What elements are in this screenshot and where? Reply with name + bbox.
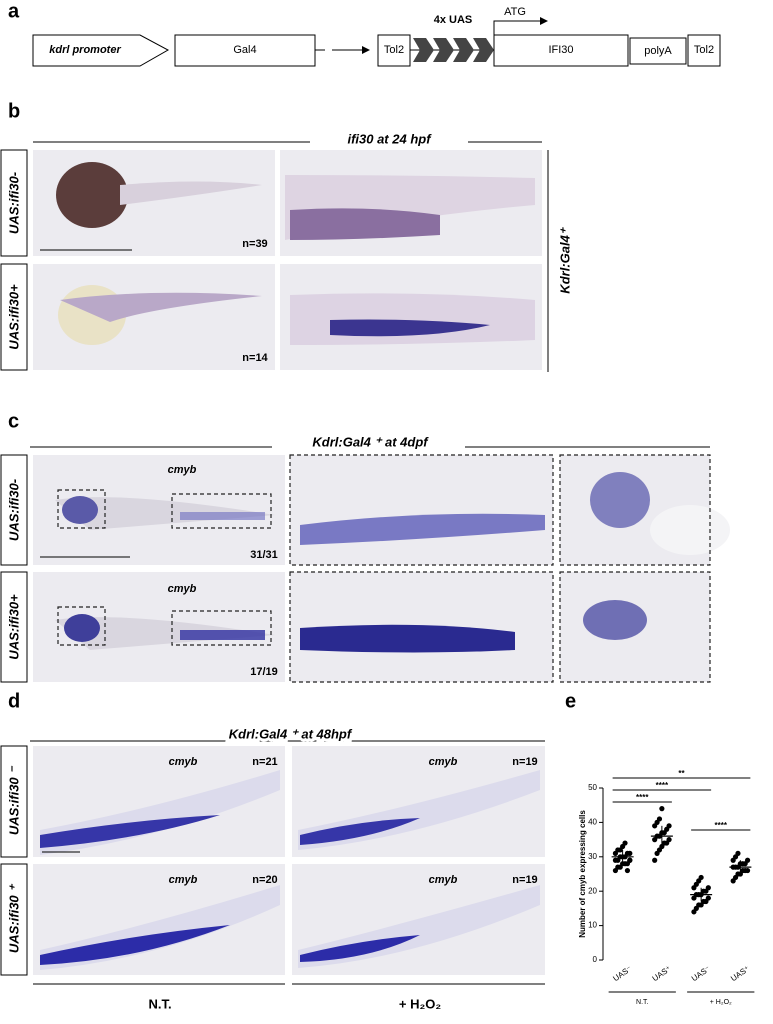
row-label: UAS:ifi30- [6, 479, 21, 541]
group-label: + H₂O₂ [710, 999, 732, 1006]
probe-label: cmyb [168, 583, 197, 595]
probe-label: cmyb [168, 464, 197, 476]
images [33, 454, 730, 683]
count: n=19 [512, 874, 537, 886]
data-point [622, 840, 628, 846]
arrow-head [362, 46, 370, 54]
significance-label: **** [656, 781, 669, 790]
uas-label: 4x UAS [434, 14, 473, 26]
row-label-box [0, 571, 28, 683]
x-tick-label: UAS⁻ [690, 964, 712, 983]
polya-box [629, 37, 687, 65]
probe-label: cmyb [169, 756, 198, 768]
count: 31/31 [250, 549, 278, 561]
atg-arrow [493, 20, 540, 35]
data-point [659, 806, 665, 812]
tol2-box [687, 34, 721, 67]
gal4-box [174, 34, 316, 67]
significance-label: **** [715, 821, 728, 830]
panel-label: b [8, 100, 20, 122]
tol2-label: Tol2 [694, 44, 714, 56]
count: n=14 [242, 352, 268, 364]
row-label-box [0, 454, 28, 566]
promoter-label: kdrl promoter [49, 44, 121, 56]
genotype-label: Kdrl:Gal4⁺ [557, 226, 572, 294]
data-point [744, 857, 751, 863]
row-label: UAS:ifi30- [6, 172, 21, 234]
count: n=19 [512, 756, 537, 768]
x-tick-label: UAS⁻ [611, 964, 633, 983]
tol2-label: Tol2 [384, 44, 404, 56]
data-point [744, 867, 751, 874]
atg-arrow-head [540, 17, 548, 25]
panel-title: ifi30 at 24 hpf [347, 131, 432, 146]
data-point [735, 850, 741, 856]
data-point [656, 816, 663, 822]
row-label-box [0, 745, 28, 858]
data-point [666, 837, 672, 843]
y-tick-label: 0 [593, 955, 598, 964]
count: n=21 [252, 756, 277, 768]
x-tick-label: UAS⁺ [651, 964, 673, 983]
images [33, 150, 542, 370]
condition-label: + H₂O₂ [399, 996, 441, 1011]
panel-label: a [8, 0, 20, 22]
group-label: N.T. [636, 999, 649, 1006]
uas-elements [413, 38, 494, 62]
x-tick-label: UAS⁺ [729, 964, 751, 983]
data-point [705, 895, 711, 901]
data-point [624, 867, 631, 874]
count: n=39 [242, 238, 267, 250]
dot-plot: 0 10 20 30 40 50 Number of cmyb expressing cel… [578, 769, 755, 1006]
panel-title: Kdrl:Gal4 ⁺ at 48hpf [229, 726, 353, 741]
data-point [652, 857, 658, 863]
y-tick-label: 30 [588, 852, 597, 861]
panel-label: c [8, 410, 19, 432]
row-label: UAS:ifi30+ [6, 284, 21, 350]
significance-label: ** [678, 769, 685, 778]
row-label: UAS:ifi30 ⁻ [6, 765, 21, 835]
y-tick-label: 40 [588, 818, 597, 827]
gal4-label: Gal4 [233, 44, 256, 56]
data-point [698, 874, 704, 881]
row-label: UAS:ifi30+ [6, 594, 21, 660]
y-axis-label: Number of cmyb expressing cells [578, 810, 587, 938]
panel-label: d [8, 690, 20, 712]
data-point [705, 885, 711, 891]
panel-title: Kdrl:Gal4 ⁺ at 4dpf [312, 434, 429, 449]
count: 17/19 [250, 666, 278, 678]
row-label-box [0, 863, 28, 976]
condition-label: N.T. [148, 996, 171, 1011]
probe-label: cmyb [429, 874, 458, 886]
significance-label: **** [636, 793, 649, 802]
data-point [627, 857, 633, 863]
ifi30-label: IFI30 [548, 44, 573, 56]
ifi30-box [493, 34, 629, 67]
panel-label: e [565, 690, 576, 712]
y-tick-label: 20 [588, 886, 597, 895]
data-point [666, 823, 672, 829]
y-tick-label: 10 [588, 921, 597, 930]
images [33, 746, 545, 975]
y-tick-label: 50 [588, 783, 597, 792]
probe-label: cmyb [169, 874, 198, 886]
atg-label: ATG [504, 6, 526, 18]
probe-label: cmyb [429, 756, 458, 768]
promoter-arrow [32, 34, 170, 67]
data-point [627, 850, 633, 856]
row-label: UAS:ifi30 ⁺ [6, 883, 21, 953]
row-label-box [0, 263, 28, 371]
count: n=20 [252, 874, 277, 886]
polya-label: polyA [644, 45, 672, 57]
row-label-box [0, 149, 28, 257]
